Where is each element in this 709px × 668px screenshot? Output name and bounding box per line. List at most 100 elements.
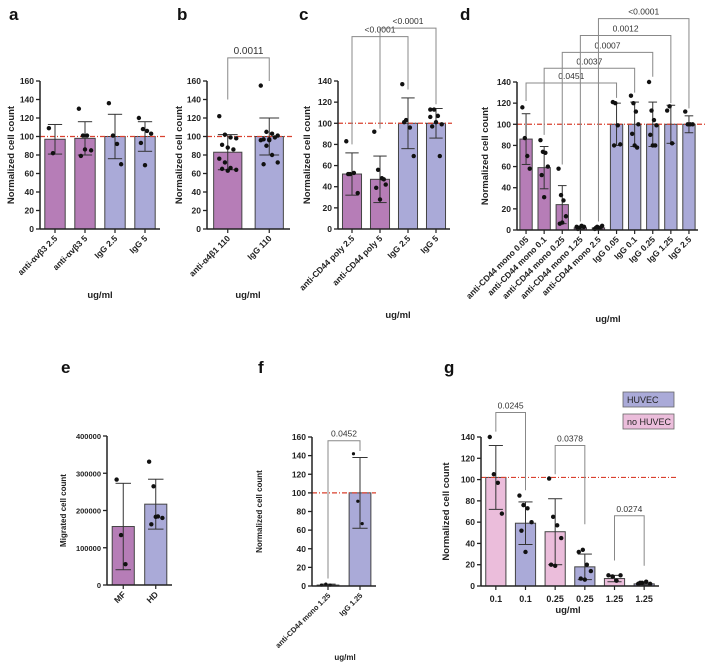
data-point: [269, 131, 275, 136]
y-tick-label: 160: [187, 76, 201, 86]
data-point: [149, 522, 154, 527]
y-tick-label: 20: [192, 206, 202, 216]
x-axis-label: ug/ml: [334, 653, 355, 662]
data-point: [683, 109, 688, 114]
data-point: [527, 166, 532, 171]
y-tick-label: 140: [461, 432, 475, 442]
y-tick-label: 80: [25, 150, 35, 160]
y-tick-label: 80: [192, 150, 202, 160]
data-point: [521, 502, 526, 508]
x-axis-label: ug/ml: [385, 310, 410, 321]
data-point: [269, 152, 275, 158]
data-point: [123, 561, 128, 567]
data-point: [631, 100, 636, 106]
panel-label-c: c: [299, 5, 309, 24]
data-point: [228, 165, 233, 171]
data-point: [653, 143, 658, 148]
error-bar: [148, 478, 164, 530]
y-axis-label: Normalized cell count: [6, 105, 17, 204]
data-point: [491, 472, 497, 477]
y-tick-label: 60: [466, 517, 476, 527]
data-point: [581, 224, 587, 230]
data-point: [258, 138, 263, 143]
y-tick-label: 120: [497, 98, 511, 108]
x-tick-label: 0.1: [490, 594, 503, 604]
x-tick-label: IgG 2.5: [385, 233, 412, 260]
data-point: [411, 153, 416, 159]
data-point: [487, 434, 492, 440]
svg-text:no HUVEC: no HUVEC: [627, 417, 672, 427]
significance-bracket: 0.0011: [227, 46, 270, 100]
data-point: [275, 160, 280, 165]
data-point: [558, 192, 564, 198]
y-tick-label: 120: [20, 113, 34, 123]
y-tick-label: 0: [97, 581, 101, 590]
x-tick-label: anti-CD44 mono 1.25: [274, 591, 333, 650]
error-bar: [259, 117, 280, 156]
data-point: [618, 573, 623, 578]
data-point: [136, 115, 142, 121]
x-tick-label: 0.25: [576, 594, 594, 604]
data-point: [584, 562, 590, 567]
y-tick-label: 60: [192, 169, 202, 179]
data-point: [140, 126, 146, 132]
data-point: [76, 106, 82, 111]
y-tick-label: 120: [318, 97, 332, 107]
data-point: [160, 515, 165, 521]
p-value-label: 0.0007: [595, 40, 621, 50]
x-tick-label: IgG 1.25: [337, 591, 364, 618]
p-value-label: <0.0001: [628, 7, 659, 17]
p-value-label: 0.0011: [234, 46, 264, 57]
data-point: [381, 177, 387, 182]
y-axis-label: Normalized cell count: [255, 470, 264, 553]
data-point: [520, 105, 525, 110]
data-point: [222, 132, 228, 137]
data-point: [82, 147, 88, 152]
data-point: [539, 172, 544, 178]
panel-label-f: f: [258, 358, 264, 377]
p-value-label: <0.0001: [393, 16, 424, 26]
x-tick-label: IgG 2.5: [92, 233, 119, 260]
data-point: [654, 123, 659, 128]
data-point: [400, 81, 405, 87]
panel-label-b: b: [177, 5, 188, 24]
x-tick-label: 0.1: [519, 594, 532, 604]
data-point: [525, 506, 530, 511]
data-point: [138, 140, 144, 146]
data-point: [433, 120, 439, 125]
significance-bracket: 0.0037: [543, 56, 636, 135]
data-point: [228, 135, 233, 140]
x-tick-label: MF: [112, 589, 128, 605]
y-tick-label: 0: [327, 224, 332, 234]
data-point: [646, 79, 652, 85]
p-value-label: 0.0245: [498, 401, 524, 411]
y-axis-label: Normalized cell count: [441, 462, 452, 561]
data-point: [599, 223, 605, 228]
significance-bracket: 0.0274: [614, 504, 645, 566]
data-point: [345, 171, 351, 177]
y-tick-label: 140: [318, 76, 332, 86]
bar: [425, 122, 447, 230]
p-value-label: 0.0451: [558, 71, 584, 81]
data-point: [614, 578, 619, 583]
panel-label-d: d: [460, 5, 471, 24]
data-point: [538, 137, 543, 143]
p-value-label: 0.0378: [557, 434, 583, 444]
bar: [682, 123, 696, 231]
data-point: [541, 195, 547, 200]
data-point: [148, 131, 154, 136]
error-bar: [47, 123, 63, 155]
data-point: [664, 108, 670, 113]
data-point: [106, 101, 112, 106]
x-tick-label: HD: [144, 589, 160, 605]
data-point: [588, 568, 594, 574]
data-point: [548, 562, 554, 567]
data-point: [356, 499, 360, 503]
x-axis-label: ug/ml: [595, 314, 620, 325]
y-tick-label: 120: [461, 453, 475, 463]
data-point: [633, 109, 639, 114]
data-point: [523, 549, 528, 555]
